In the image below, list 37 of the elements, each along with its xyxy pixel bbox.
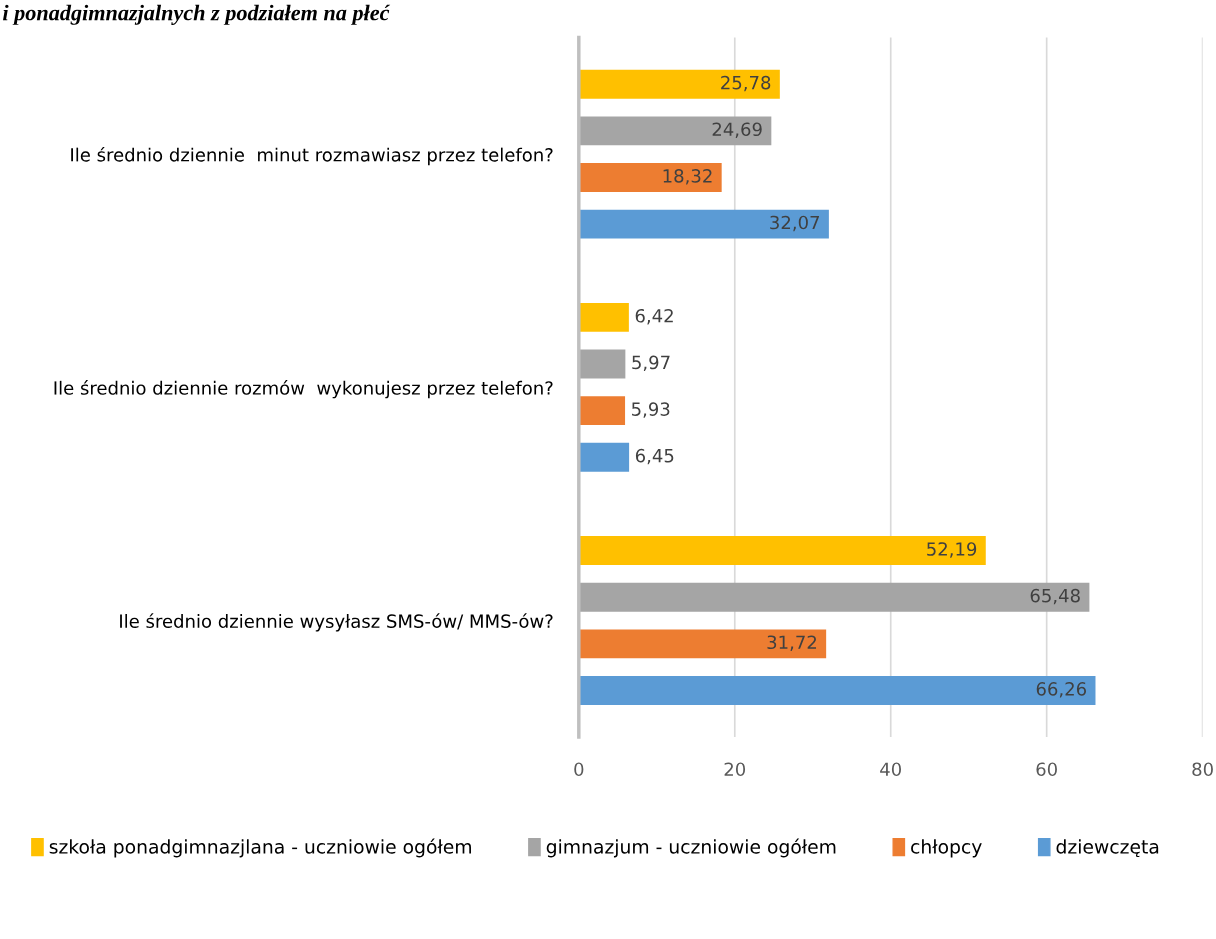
bar bbox=[578, 69, 780, 99]
data-label: 24,69 bbox=[712, 122, 762, 138]
bar bbox=[578, 676, 1096, 705]
bar bbox=[578, 629, 827, 659]
bar bbox=[578, 163, 722, 192]
data-label: 18,32 bbox=[663, 169, 712, 185]
bar bbox=[578, 209, 829, 239]
x-tick-label: 40 bbox=[880, 762, 902, 777]
bar bbox=[578, 116, 772, 146]
bar bbox=[578, 349, 626, 379]
data-label: 6,42 bbox=[635, 308, 673, 325]
y-tick-label: Ile średnio dziennie wysyłasz SMS-ów/ MMS-ów? bbox=[120, 613, 553, 632]
bar bbox=[578, 302, 629, 332]
data-label: 5,97 bbox=[632, 355, 670, 372]
data-label: 32,07 bbox=[770, 215, 820, 232]
y-tick-label: Ile średnio dziennie minut rozmawiasz przez telefon? bbox=[71, 146, 553, 166]
x-tick-label: 60 bbox=[1036, 762, 1057, 777]
data-label: 5,93 bbox=[632, 402, 670, 418]
legend-label: gimnazjum - uczniowie ogółem bbox=[546, 838, 836, 858]
data-label: 25,78 bbox=[721, 75, 771, 92]
bar bbox=[578, 442, 630, 472]
text: i ponadgimnazjalnych z podziałem na płeć bbox=[3, 4, 391, 25]
legend-label: szkoła ponadgimnazjlana - uczniowie ogółem bbox=[49, 838, 471, 858]
bar bbox=[578, 582, 1090, 612]
data-label: 66,26 bbox=[1036, 682, 1087, 698]
x-tick-label: 80 bbox=[1192, 762, 1213, 777]
data-label: 65,48 bbox=[1030, 588, 1080, 605]
legend-label: dziewczęta bbox=[1056, 839, 1159, 858]
data-label: 52,19 bbox=[927, 542, 977, 558]
x-tick-label: 20 bbox=[724, 762, 746, 777]
x-tick-label: 0 bbox=[574, 762, 584, 777]
legend-label: chłopcy bbox=[911, 839, 982, 858]
data-label: 31,72 bbox=[767, 635, 817, 651]
bar bbox=[578, 536, 986, 566]
y-tick-label: Ile średnio dziennie rozmów wykonujesz przez telefon? bbox=[54, 380, 553, 399]
data-label: 6,45 bbox=[635, 448, 674, 465]
bar bbox=[578, 396, 626, 426]
